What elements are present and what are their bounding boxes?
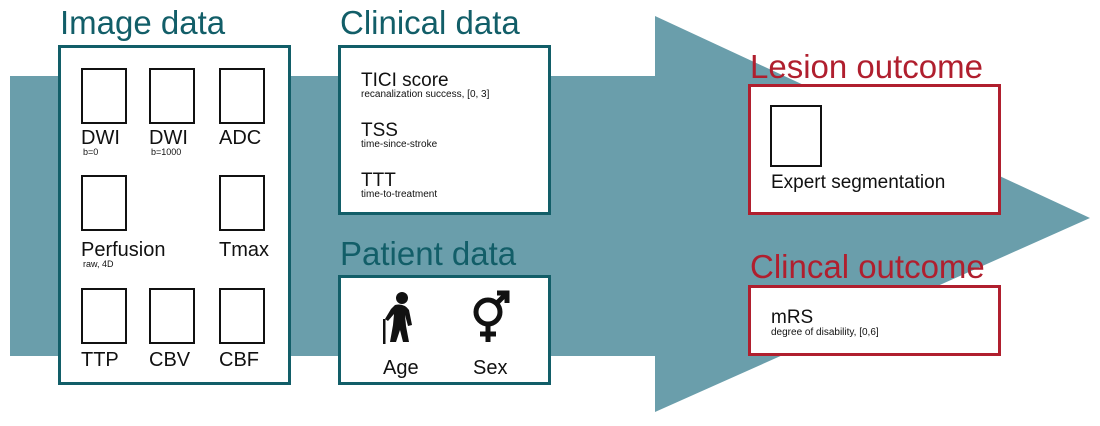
- lesion-outcome-heading: Lesion outcome: [750, 48, 983, 85]
- gender-symbol-icon: [473, 290, 510, 342]
- ttt-sub: time-to-treatment: [361, 189, 438, 200]
- tss-title: TSS: [361, 120, 398, 141]
- image-label-cbv: CBV: [149, 349, 191, 371]
- image-thumb-perfusion: [81, 175, 127, 231]
- expert-segmentation-label: Expert segmentation: [771, 172, 946, 193]
- image-label-adc: ADC: [219, 127, 262, 149]
- patient-data-panel: Age Sex: [338, 275, 551, 385]
- image-label-tmax: Tmax: [219, 239, 269, 261]
- tici-score-sub: recanalization success, [0, 3]: [361, 89, 490, 100]
- image-sublabel-dwi-b1000: b=1000: [151, 147, 182, 157]
- clinical-outcome-heading: Clincal outcome: [750, 248, 985, 285]
- image-thumb-ttp: [81, 288, 127, 344]
- image-label-dwi-b1000: DWI: [149, 127, 188, 149]
- age-label: Age: [383, 357, 419, 379]
- image-thumb-cbv: [149, 288, 195, 344]
- mrs-sub: degree of disability, [0,6]: [771, 327, 879, 338]
- image-thumb-adc: [219, 68, 265, 124]
- image-label-dwi-b0: DWI: [81, 127, 120, 149]
- expert-segmentation-thumb: [770, 105, 822, 167]
- clinical-outcome-panel: mRS degree of disability, [0,6]: [748, 285, 1001, 356]
- image-thumb-dwi-b1000: [149, 68, 195, 124]
- tici-score-title: TICI score: [361, 70, 449, 91]
- image-thumb-tmax: [219, 175, 265, 231]
- image-thumb-dwi-b0: [81, 68, 127, 124]
- image-thumb-cbf: [219, 288, 265, 344]
- image-label-cbf: CBF: [219, 349, 259, 371]
- image-data-panel: DWI b=0 DWI b=1000 ADC Perfusion raw, 4D…: [58, 45, 291, 385]
- clinical-data-panel: TICI score recanalization success, [0, 3…: [338, 45, 551, 215]
- image-label-ttp: TTP: [81, 349, 119, 371]
- image-sublabel-perfusion: raw, 4D: [83, 259, 114, 269]
- tss-sub: time-since-stroke: [361, 139, 438, 150]
- image-sublabel-dwi-b0: b=0: [83, 147, 99, 157]
- mrs-title: mRS: [771, 307, 814, 328]
- lesion-outcome-panel: Expert segmentation: [748, 84, 1001, 215]
- image-label-perfusion: Perfusion: [81, 239, 166, 261]
- ttt-title: TTT: [361, 170, 396, 191]
- elderly-person-icon: [383, 292, 412, 344]
- patient-data-heading: Patient data: [340, 235, 517, 272]
- sex-label: Sex: [473, 357, 508, 379]
- image-data-heading: Image data: [60, 4, 226, 41]
- clinical-data-heading: Clinical data: [340, 4, 520, 41]
